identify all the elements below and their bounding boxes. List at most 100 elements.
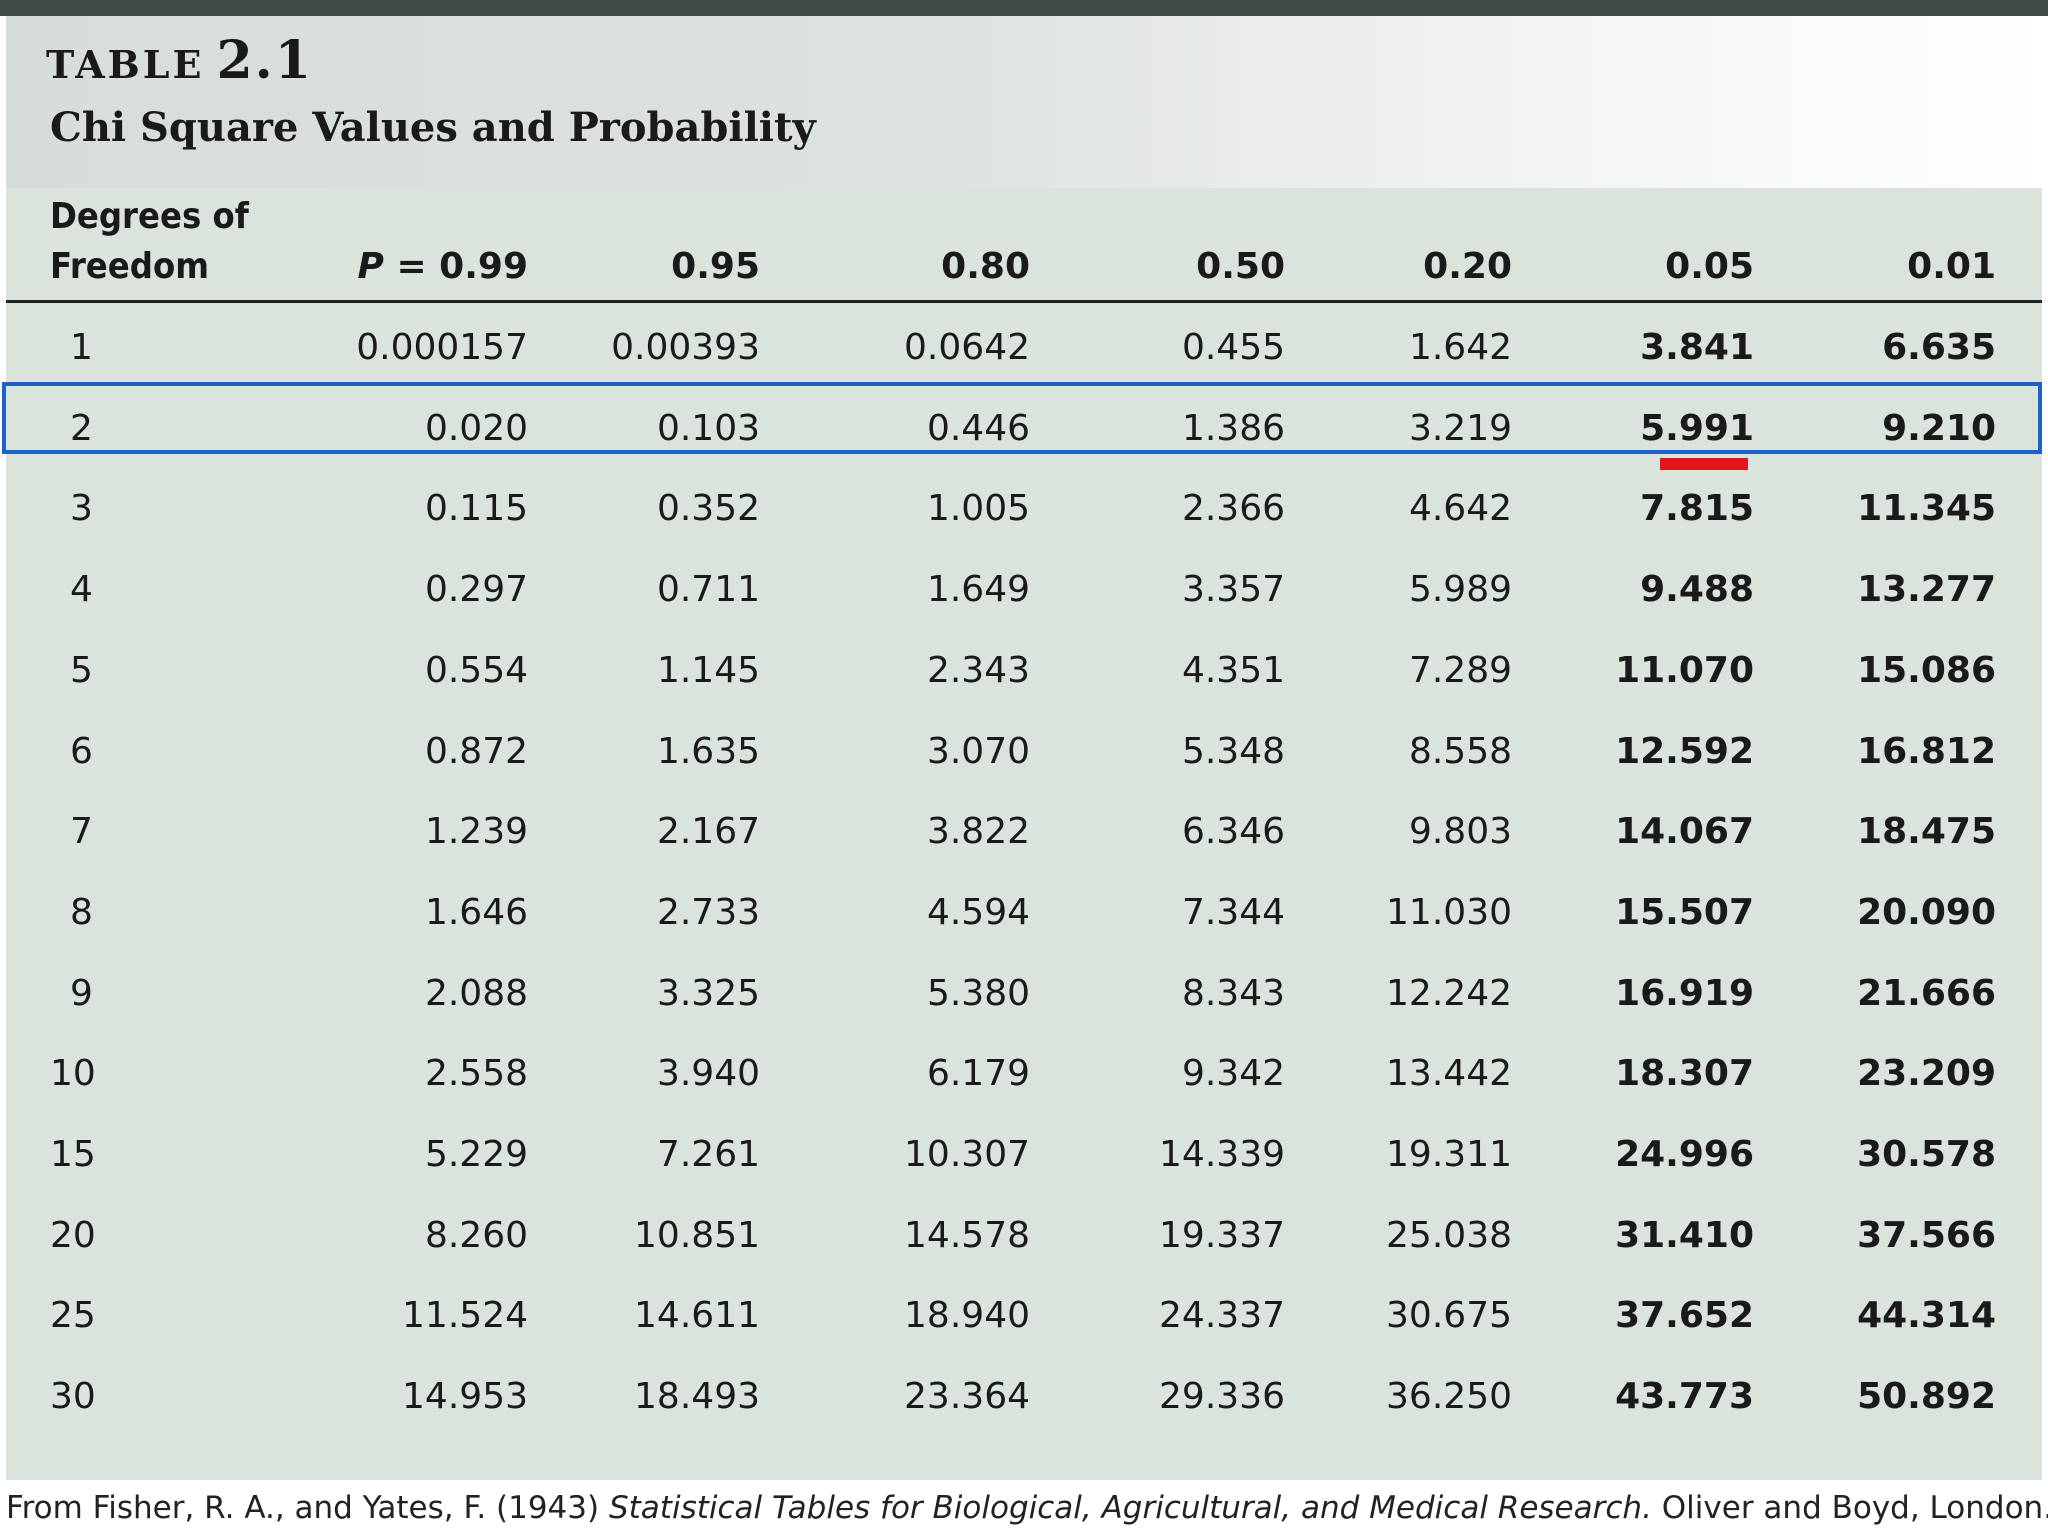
cell-value: 1.386: [1181, 407, 1285, 449]
cell-value: 2.167: [656, 811, 760, 853]
source-prefix: From Fisher, R. A., and Yates, F. (1943): [6, 1490, 609, 1526]
table-label-prefix: TABLE: [46, 42, 205, 87]
cell-value: 3.325: [656, 972, 760, 1014]
cell-value: 1.649: [926, 569, 1030, 611]
cell-df: 9: [70, 972, 93, 1014]
cell-value: 4.351: [1181, 649, 1285, 691]
cell-value: 0.455: [1181, 327, 1285, 368]
table-row: 15 5.229 7.261 10.307 14.339 19.311 24.996 30.5…: [6, 1115, 2042, 1195]
header-df-line1: Degrees of: [50, 196, 249, 237]
cell-value: 2.366: [1181, 488, 1285, 530]
table-row: 20 8.260 10.851 14.578 19.337 25.038 31.410 37.…: [6, 1196, 2042, 1276]
cell-df: 30: [50, 1376, 96, 1418]
cell-value: 2.733: [656, 891, 760, 933]
cell-value: 19.311: [1386, 1134, 1512, 1175]
cell-value: 12.592: [1615, 730, 1754, 772]
cell-value: 30.675: [1386, 1295, 1512, 1337]
cell-value: 18.307: [1615, 1053, 1754, 1095]
cell-df: 10: [50, 1053, 96, 1095]
cell-df: 3: [70, 488, 93, 530]
cell-value: 1.239: [424, 811, 528, 853]
cell-value: 37.652: [1615, 1295, 1754, 1337]
cell-value: 0.115: [424, 488, 528, 530]
table-row: 4 0.297 0.711 1.649 3.357 5.989 9.488 13.277: [6, 550, 2042, 630]
column-header-p-0_50: 0.50: [1196, 246, 1285, 287]
cell-value: 23.209: [1857, 1053, 1996, 1095]
cell-value: 1.642: [1408, 327, 1512, 368]
cell-value: 1.646: [424, 891, 528, 933]
cell-value: 10.307: [904, 1134, 1030, 1175]
cell-value: 18.475: [1857, 811, 1996, 853]
cell-value: 0.000157: [356, 327, 528, 368]
cell-value: 14.953: [402, 1376, 528, 1418]
cell-value: 4.594: [926, 891, 1030, 933]
cell-value: 18.493: [634, 1376, 760, 1418]
cell-value: 25.038: [1386, 1214, 1512, 1256]
cell-value: 15.086: [1857, 649, 1996, 691]
header-rule: [6, 300, 2042, 303]
cell-value: 37.566: [1857, 1214, 1996, 1256]
cell-df: 5: [70, 649, 93, 691]
column-header-p-0_01: 0.01: [1907, 246, 1996, 287]
cell-value: 10.851: [634, 1214, 760, 1256]
cell-value: 6.346: [1181, 811, 1285, 853]
cell-value: 14.067: [1615, 811, 1754, 853]
header-degrees-of-freedom: Degrees of Freedom: [50, 192, 330, 292]
cell-value: 7.261: [656, 1134, 760, 1175]
cell-value: 9.488: [1640, 569, 1754, 611]
title-background: [6, 16, 2042, 188]
table-row: 25 11.524 14.611 18.940 24.337 30.675 37.652 44…: [6, 1276, 2042, 1356]
cell-df: 20: [50, 1214, 96, 1256]
cell-value: 3.940: [656, 1053, 760, 1095]
table-row: 3 0.115 0.352 1.005 2.366 4.642 7.815 11.345: [6, 469, 2042, 549]
table-row: 1 0.000157 0.00393 0.0642 0.455 1.642 3.841 6.6…: [6, 308, 2042, 388]
table-row: 8 1.646 2.733 4.594 7.344 11.030 15.507 20.090: [6, 873, 2042, 953]
cell-df: 15: [50, 1134, 96, 1175]
cell-value: 0.103: [656, 407, 760, 449]
top-rule: [0, 0, 2048, 16]
cell-value: 5.991: [1640, 407, 1754, 449]
cell-value: 18.940: [904, 1295, 1030, 1337]
cell-value: 13.277: [1857, 569, 1996, 611]
cell-value: 21.666: [1857, 972, 1996, 1014]
cell-value: 2.558: [424, 1053, 528, 1095]
cell-value: 24.337: [1159, 1295, 1285, 1337]
cell-value: 11.524: [402, 1295, 528, 1337]
table-row: 5 0.554 1.145 2.343 4.351 7.289 11.070 15.086: [6, 631, 2042, 711]
cell-value: 0.711: [656, 569, 760, 611]
cell-value: 5.989: [1408, 569, 1512, 611]
source-title: Statistical Tables for Biological, Agric…: [608, 1490, 1652, 1526]
cell-value: 14.578: [904, 1214, 1030, 1256]
table-row: 9 2.088 3.325 5.380 8.343 12.242 16.919 21.666: [6, 954, 2042, 1034]
cell-value: 9.342: [1181, 1053, 1285, 1095]
cell-value: 11.345: [1857, 488, 1996, 530]
cell-value: 8.260: [424, 1214, 528, 1256]
cell-value: 5.229: [424, 1134, 528, 1175]
cell-value: 50.892: [1857, 1376, 1996, 1418]
table-row: 2 0.020 0.103 0.446 1.386 3.219 5.991 9.210: [6, 389, 2042, 469]
cell-df: 4: [70, 569, 93, 611]
cell-value: 23.364: [904, 1376, 1030, 1418]
cell-value: 13.442: [1386, 1053, 1512, 1095]
cell-value: 11.070: [1615, 649, 1754, 691]
cell-value: 12.242: [1386, 972, 1512, 1014]
cell-value: 0.297: [424, 569, 528, 611]
cell-value: 19.337: [1159, 1214, 1285, 1256]
cell-value: 3.822: [926, 811, 1030, 853]
column-header-p-0_99: P = 0.99: [357, 246, 528, 287]
column-header-p-0_80: 0.80: [941, 246, 1030, 287]
cell-value: 5.380: [926, 972, 1030, 1014]
cell-value: 15.507: [1615, 891, 1754, 933]
cell-value: 3.219: [1408, 407, 1512, 449]
cell-df: 7: [70, 811, 93, 853]
cell-value: 0.554: [424, 649, 528, 691]
cell-value: 36.250: [1386, 1376, 1512, 1418]
cell-value: 30.578: [1857, 1134, 1996, 1175]
cell-value: 14.611: [634, 1295, 760, 1337]
cell-value: 29.336: [1159, 1376, 1285, 1418]
cell-value: 14.339: [1159, 1134, 1285, 1175]
cell-value: 9.210: [1882, 407, 1996, 449]
cell-value: 2.343: [926, 649, 1030, 691]
critical-value-underline: [1660, 458, 1748, 470]
cell-value: 7.344: [1181, 891, 1285, 933]
